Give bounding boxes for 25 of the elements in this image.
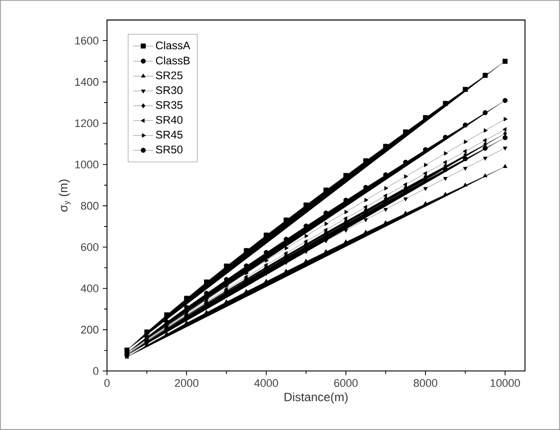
y-tick-label: 1600: [75, 36, 98, 45]
legend-label: SR40: [156, 116, 182, 124]
y-tick-label: 0: [93, 367, 98, 375]
y-tick-label: 1200: [75, 119, 98, 128]
legend-label: SR35: [156, 101, 182, 109]
legend-label: ClassB: [156, 56, 190, 64]
legend-label: SR45: [156, 130, 182, 139]
y-tick-label: 1400: [75, 78, 98, 86]
x-tick-label: 8000: [414, 379, 438, 387]
legend-label: SR25: [156, 71, 182, 80]
x-tick-label: 6000: [334, 379, 358, 387]
legend-label: ClassA: [156, 41, 190, 50]
y-tick-label: 200: [81, 326, 98, 334]
x-tick-label: 4000: [254, 379, 278, 387]
y-tick-label: 400: [80, 284, 98, 292]
y-tick-label: 600: [81, 243, 98, 251]
x-tick-label: 0: [104, 379, 110, 387]
y-tick-label: 800: [80, 202, 98, 210]
legend-label: SR30: [156, 86, 182, 94]
x-axis-title: Distance(m): [284, 392, 348, 404]
y-axis-title: σ$_{y}$ (m): [58, 180, 71, 212]
x-tick-label: 2000: [174, 379, 198, 387]
y-tick-label: 1000: [75, 160, 98, 168]
x-tick-label: 10000: [490, 379, 520, 387]
legend-label: SR50: [156, 146, 182, 154]
